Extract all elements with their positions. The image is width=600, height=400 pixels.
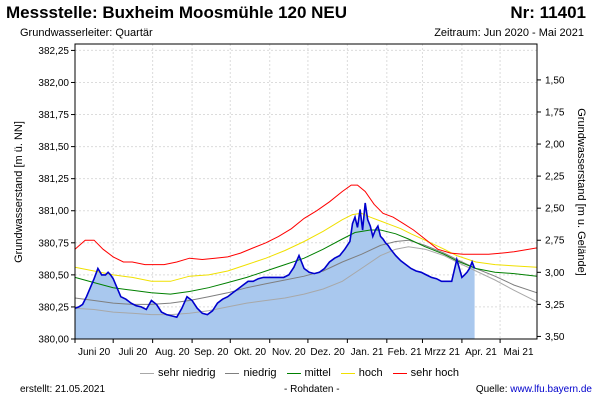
legend-item-niedrig: niedrig [225, 367, 277, 379]
y-left-tick-label: 380,75 [38, 238, 69, 249]
y-left-tick-label: 382,25 [38, 46, 69, 57]
series-lines [74, 184, 538, 319]
series-line-hoch [74, 212, 538, 282]
x-tick-label: Mrzz 21 [424, 347, 460, 358]
legend-label: mittel [304, 367, 331, 379]
y-left-tick-label: 380,00 [38, 335, 69, 346]
x-tick-label: Sep. 20 [194, 347, 229, 358]
source: Quelle: www.lfu.bayern.de [476, 384, 592, 395]
x-tick-label: Apr. 21 [465, 347, 497, 358]
x-tick-label: Dez. 20 [310, 347, 345, 358]
legend-label: sehr hoch [410, 367, 459, 379]
x-tick-label: Juni 20 [78, 347, 111, 358]
y-right-tick-label: 2,25 [545, 172, 565, 183]
x-tick-label: Nov. 20 [272, 347, 306, 358]
legend-item-mittel: mittel [286, 367, 331, 379]
series-line-sehr-hoch [74, 184, 538, 266]
y-left-tick-label: 380,50 [38, 270, 69, 281]
y-left-tick-label: 381,50 [38, 142, 69, 153]
x-tick-label: Mai 21 [504, 347, 534, 358]
y-left-tick-label: 380,25 [38, 302, 69, 313]
legend-swatch [392, 372, 407, 374]
created-date: erstellt: 21.05.2021 [20, 384, 106, 395]
legend-item-sehr-hoch: sehr hoch [392, 367, 459, 379]
plot-frame [74, 43, 538, 340]
series-line-mittel [74, 229, 538, 295]
y-left-tick-label: 381,00 [38, 206, 69, 217]
measurement-area [75, 203, 475, 339]
y-right-tick-label: 1,75 [545, 107, 565, 118]
x-tick-label: Feb. 21 [388, 347, 422, 358]
legend-swatch [340, 372, 355, 374]
series-line-messwerte [74, 202, 476, 319]
legend-label: sehr niedrig [158, 367, 216, 379]
legend-item-sehr-niedrig: sehr niedrig [140, 367, 215, 379]
x-tick-label: Juli 20 [118, 347, 147, 358]
x-tick-label: Okt. 20 [234, 347, 267, 358]
y-left-tick-label: 382,00 [38, 78, 69, 89]
axis-ticks: 382,25 382,00 381,75 381,50 381,25 381,00 380,… [38, 46, 564, 358]
legend-label: niedrig [243, 367, 277, 379]
measurement-fill [75, 203, 475, 339]
legend-item-hoch: hoch [340, 367, 383, 379]
legend-swatch [225, 372, 240, 374]
y-right-tick-label: 2,50 [545, 204, 565, 215]
x-tick-label: Aug. 20 [155, 347, 190, 358]
legend-swatch [286, 372, 301, 374]
series-line-sehr-niedrig [74, 246, 538, 316]
y-right-tick-label: 3,50 [545, 332, 565, 343]
y-axis-right-title: Grundwasserstand [m u. Gelände] [575, 108, 587, 276]
y-right-tick-label: 3,25 [545, 300, 565, 311]
legend: sehr niedrig niedrig mittel hoch sehr hoch [140, 366, 469, 380]
period-label: Zeitraum: Jun 2020 - Mai 2021 [434, 27, 584, 39]
y-left-tick-label: 381,75 [38, 110, 69, 121]
y-left-tick-label: 381,25 [38, 174, 69, 185]
raw-data-label: - Rohdaten - [284, 384, 340, 395]
x-tick-label: Jan. 21 [351, 347, 384, 358]
y-right-tick-label: 1,50 [545, 75, 565, 86]
legend-label: hoch [358, 367, 383, 379]
y-right-tick-label: 3,00 [545, 268, 565, 279]
y-axis-left-title: Grundwasserstand [m ü. NN] [13, 121, 25, 263]
source-label: Quelle: [475, 384, 511, 395]
aquifer-label: Grundwasserleiter: Quartär [20, 27, 153, 39]
y-right-tick-label: 2,75 [545, 236, 565, 247]
y-right-tick-label: 2,00 [545, 140, 565, 151]
legend-swatch [140, 372, 154, 374]
source-link[interactable]: www.lfu.bayern.de [510, 384, 592, 395]
chart-title: Messstelle: Buxheim Moosmühle 120 NEU [6, 3, 348, 22]
station-number: Nr: 11401 [510, 3, 586, 22]
